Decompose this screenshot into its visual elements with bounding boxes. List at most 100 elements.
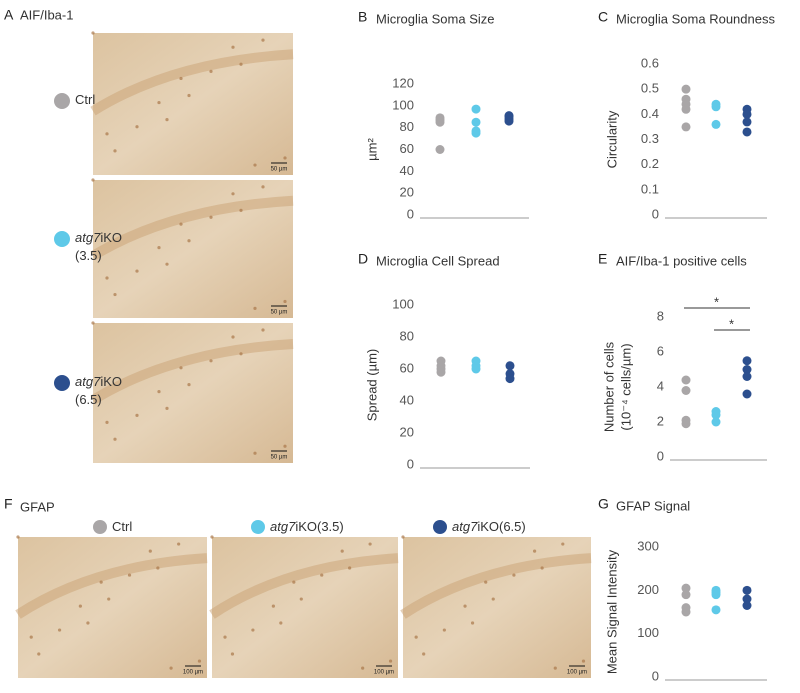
cell bbox=[187, 383, 191, 387]
cell bbox=[422, 652, 426, 656]
cell bbox=[231, 45, 235, 49]
cell bbox=[239, 62, 243, 66]
legend-dot bbox=[433, 520, 447, 534]
panel-letter: D bbox=[358, 251, 368, 267]
data-point bbox=[742, 594, 752, 604]
data-point bbox=[742, 585, 752, 595]
cell bbox=[491, 597, 495, 601]
legend-dot bbox=[93, 520, 107, 534]
cell bbox=[179, 366, 183, 370]
cell bbox=[57, 628, 62, 632]
data-point bbox=[742, 389, 752, 399]
tissue-band bbox=[90, 339, 294, 405]
y-tick-label: 120 bbox=[392, 75, 414, 90]
cell bbox=[210, 535, 214, 539]
data-point bbox=[505, 374, 515, 384]
scale-bar-label: 100 µm bbox=[567, 670, 587, 676]
cell bbox=[561, 542, 565, 546]
y-tick-label: 100 bbox=[637, 625, 659, 640]
label-part: atg7 bbox=[270, 519, 296, 534]
y-tick-label: 20 bbox=[400, 424, 414, 439]
cell bbox=[105, 276, 109, 280]
cell bbox=[388, 659, 393, 663]
scale-bar-label: 100 µm bbox=[183, 670, 203, 676]
cell bbox=[368, 542, 372, 546]
cell bbox=[177, 542, 181, 546]
cell bbox=[470, 621, 475, 625]
cell bbox=[37, 652, 41, 656]
label-part: iKO(6.5) bbox=[477, 519, 525, 534]
y-tick-label: 80 bbox=[400, 119, 414, 134]
tissue-band bbox=[15, 553, 208, 619]
chart-title: GFAP Signal bbox=[616, 498, 690, 513]
label-part: Ctrl bbox=[112, 519, 132, 534]
cell bbox=[197, 659, 202, 663]
data-point bbox=[681, 590, 691, 600]
data-point bbox=[711, 119, 721, 129]
data-point bbox=[681, 84, 691, 94]
label-part: Ctrl bbox=[75, 92, 95, 107]
tissue-band bbox=[400, 553, 592, 619]
panel-letter: B bbox=[358, 9, 367, 25]
cell bbox=[165, 262, 169, 266]
tissue-band bbox=[209, 553, 399, 619]
panel-letter: C bbox=[598, 9, 608, 25]
data-point bbox=[681, 583, 691, 593]
y-tick-label: 0.2 bbox=[641, 156, 659, 171]
cell bbox=[157, 100, 161, 105]
scale-bar-label: 100 µm bbox=[374, 670, 394, 676]
data-point bbox=[711, 102, 721, 112]
significance-label: * bbox=[729, 316, 734, 331]
y-tick-label: 0 bbox=[652, 206, 659, 221]
cell bbox=[320, 573, 324, 577]
y-tick-label: 2 bbox=[657, 413, 664, 428]
cell bbox=[169, 666, 173, 670]
label-part: iKO bbox=[100, 230, 122, 245]
tissue-band bbox=[90, 195, 294, 261]
cell bbox=[165, 118, 169, 122]
data-point bbox=[742, 372, 752, 381]
cell bbox=[209, 69, 213, 73]
cell bbox=[261, 185, 265, 189]
legend-dot bbox=[251, 520, 265, 534]
cell bbox=[157, 390, 161, 394]
y-axis-label: Circularity bbox=[604, 110, 619, 168]
y-tick-label: 4 bbox=[657, 378, 664, 393]
cell bbox=[113, 149, 117, 153]
chart-title: Microglia Cell Spread bbox=[376, 253, 500, 268]
cell bbox=[231, 335, 235, 339]
cell bbox=[105, 420, 109, 424]
data-point bbox=[742, 365, 752, 374]
y-tick-label: 100 bbox=[392, 296, 414, 311]
group-label: atg7iKO(3.5) bbox=[75, 230, 122, 263]
data-point bbox=[681, 104, 691, 114]
y-tick-label: 80 bbox=[400, 328, 414, 343]
cell bbox=[107, 597, 111, 601]
y-tick-label: 0 bbox=[652, 668, 659, 683]
label-part: (3.5) bbox=[75, 248, 102, 263]
cell bbox=[91, 178, 95, 182]
y-axis-label: (10⁻⁴ cells/µm) bbox=[618, 343, 633, 430]
panel-letter: A bbox=[4, 7, 14, 23]
cell bbox=[533, 549, 537, 553]
label-part: iKO(3.5) bbox=[295, 519, 343, 534]
scale-bar-label: 50 µm bbox=[271, 310, 288, 316]
tissue-band bbox=[90, 49, 294, 116]
cell bbox=[512, 573, 516, 577]
cell bbox=[91, 31, 95, 35]
data-point bbox=[471, 364, 481, 374]
cell bbox=[463, 604, 467, 608]
y-tick-label: 0.1 bbox=[641, 181, 659, 196]
legend-dot bbox=[54, 93, 70, 109]
group-label: atg7iKO(3.5) bbox=[270, 519, 344, 534]
label-part: iKO bbox=[100, 374, 122, 389]
cell bbox=[223, 635, 227, 639]
cell bbox=[187, 239, 191, 243]
cell bbox=[86, 621, 90, 625]
label-part: atg7 bbox=[452, 519, 478, 534]
cell bbox=[135, 125, 139, 129]
y-tick-label: 40 bbox=[400, 163, 414, 178]
cell bbox=[105, 132, 109, 136]
data-point bbox=[471, 117, 481, 127]
